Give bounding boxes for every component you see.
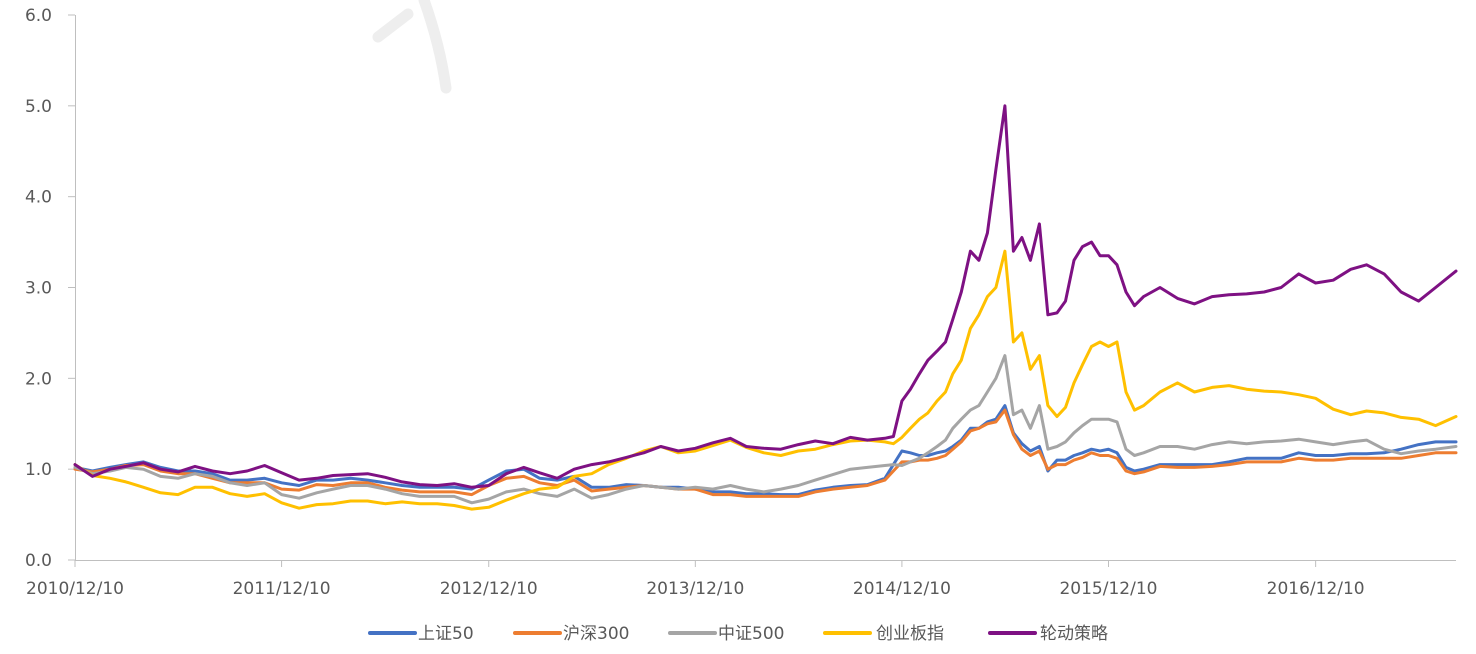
legend-item-hushen-300: 沪深300: [513, 624, 629, 644]
legend-label: 沪深300: [563, 624, 629, 644]
y-tick-label: 2.0: [25, 369, 52, 389]
series-layer: [73, 104, 1458, 511]
series-line-rotation-strategy: [73, 104, 1458, 489]
legend: 上证50 沪深300 中证500 创业板指 轮动策略: [368, 624, 1108, 644]
series-line-zhongzheng-500: [73, 354, 1458, 505]
x-tick-label: 2015/12/10: [1059, 579, 1157, 599]
x-tick-label: 2010/12/10: [26, 579, 124, 599]
series-line-chuangyeban: [73, 249, 1458, 511]
x-tick-label: 2016/12/10: [1267, 579, 1365, 599]
y-tick-label: 6.0: [25, 6, 52, 26]
watermark: [372, 0, 452, 94]
legend-label: 上证50: [418, 624, 474, 644]
legend-item-shangzheng-50: 上证50: [368, 624, 474, 644]
y-tick-label: 3.0: [25, 279, 52, 299]
x-tick-label: 2011/12/10: [233, 579, 331, 599]
x-tick-label: 2012/12/10: [440, 579, 538, 599]
series-line-shangzheng-50: [73, 404, 1458, 497]
legend-item-chuangyeban: 创业板指: [823, 624, 944, 644]
x-tick-label: 2014/12/10: [853, 579, 951, 599]
series-line-hushen-300: [73, 408, 1458, 498]
x-tick-label: 2013/12/10: [646, 579, 744, 599]
y-tick-label: 5.0: [25, 97, 52, 117]
legend-label: 创业板指: [876, 624, 944, 644]
y-tick-label: 4.0: [25, 188, 52, 208]
y-tick-label: 0.0: [25, 551, 52, 571]
y-axis: 0.0 1.0 2.0 3.0 4.0 5.0 6.0: [25, 6, 76, 571]
legend-label: 中证500: [718, 624, 784, 644]
legend-item-rotation-strategy: 轮动策略: [988, 624, 1108, 644]
y-tick-label: 1.0: [25, 460, 52, 480]
legend-item-zhongzheng-500: 中证500: [668, 624, 784, 644]
legend-label: 轮动策略: [1040, 624, 1108, 644]
x-axis: 2010/12/10 2011/12/10 2012/12/10 2013/12/10…: [26, 560, 1456, 599]
